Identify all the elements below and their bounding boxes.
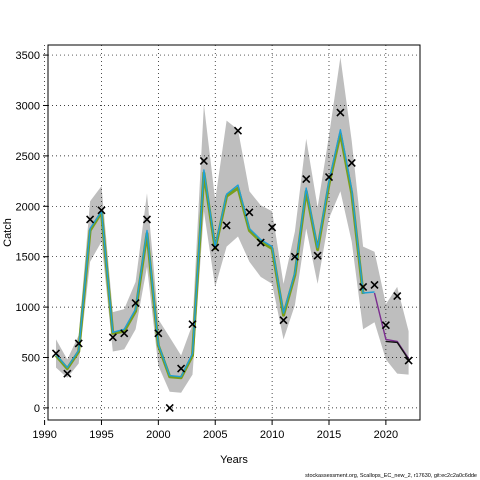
observed-point-stroke — [154, 329, 163, 338]
observed-point — [245, 208, 254, 217]
observed-point-stroke — [324, 172, 334, 182]
observed-point — [393, 291, 402, 301]
observed-point — [74, 339, 83, 348]
observed-point — [177, 364, 186, 373]
observed-point — [313, 251, 322, 260]
y-tick-label: 1000 — [16, 302, 40, 314]
x-tick-label: 2010 — [260, 429, 284, 441]
observed-point-stroke — [188, 320, 197, 329]
observed-point — [336, 108, 345, 117]
y-tick-label: 500 — [22, 353, 40, 365]
y-tick-label: 0 — [34, 403, 40, 415]
observed-point-stroke — [393, 291, 402, 301]
observed-point-stroke — [63, 369, 72, 378]
observed-point-stroke — [370, 280, 379, 289]
observed-point — [131, 298, 140, 308]
observed-point-stroke — [233, 126, 243, 135]
observed-point-stroke — [347, 158, 356, 168]
observed-point — [63, 369, 72, 378]
observed-point — [404, 356, 413, 365]
x-tick-label: 2005 — [203, 429, 227, 441]
observed-point — [290, 252, 299, 261]
x-tick-label: 1990 — [32, 429, 56, 441]
observed-point-stroke — [245, 208, 254, 217]
observed-point-stroke — [404, 356, 413, 365]
observed-point — [359, 282, 368, 292]
observed-point — [142, 215, 152, 224]
observed-point-stroke — [313, 251, 322, 260]
y-tick-label: 1500 — [16, 252, 40, 264]
observed-point-stroke — [131, 298, 140, 308]
x-tick-label: 2015 — [317, 429, 341, 441]
observed-point — [347, 158, 356, 168]
observed-point-stroke — [120, 329, 129, 338]
observed-point-stroke — [359, 282, 368, 292]
observed-point — [233, 126, 243, 135]
observed-point-stroke — [290, 252, 299, 261]
observed-point-stroke — [97, 206, 106, 215]
observed-point-stroke — [222, 221, 231, 230]
observed-point — [97, 206, 106, 215]
observed-point-stroke — [108, 333, 117, 342]
observed-point-stroke — [381, 321, 390, 330]
observed-point — [188, 320, 197, 329]
observed-point-stroke — [199, 156, 208, 165]
x-tick-label: 1995 — [89, 429, 113, 441]
observed-point — [222, 221, 231, 230]
observed-point — [370, 280, 379, 289]
observed-point — [199, 156, 208, 165]
observed-point — [211, 243, 220, 252]
x-tick-label: 2020 — [374, 429, 398, 441]
observed-point-stroke — [268, 223, 277, 232]
observed-point-stroke — [302, 175, 311, 184]
observed-point-stroke — [142, 215, 152, 224]
observed-point — [268, 223, 277, 232]
estimate-line — [385, 340, 410, 360]
observed-point-stroke — [177, 364, 186, 373]
x-axis-title: Years — [220, 454, 248, 466]
confidence-band-layer — [56, 57, 409, 393]
observed-point-stroke — [256, 238, 265, 247]
observed-point — [120, 329, 129, 338]
x-tick-label: 2000 — [146, 429, 170, 441]
plot-frame — [47, 44, 421, 421]
observed-point-stroke — [336, 108, 345, 117]
confidence-band — [56, 57, 409, 393]
y-tick-label: 2000 — [16, 201, 40, 213]
observed-point — [324, 172, 334, 182]
y-tick-label: 3000 — [16, 100, 40, 112]
observed-point — [154, 329, 163, 338]
y-axis-title: Catch — [2, 218, 14, 247]
observed-point — [279, 316, 288, 325]
observed-point — [86, 215, 95, 224]
y-tick-label: 3500 — [16, 50, 40, 62]
observed-point — [302, 175, 311, 184]
footnote: stockassessment.org, Scallops_EC_new_2, … — [305, 473, 477, 479]
observed-point — [108, 333, 117, 342]
y-tick-label: 2500 — [16, 151, 40, 163]
observed-point — [51, 349, 61, 358]
observed-point-stroke — [165, 403, 174, 412]
observed-point — [165, 403, 174, 412]
observed-point-stroke — [74, 339, 83, 348]
observed-point-stroke — [279, 316, 288, 325]
observed-point — [381, 321, 390, 330]
observed-point-stroke — [211, 243, 220, 252]
observed-point-stroke — [86, 215, 95, 224]
observed-point — [256, 238, 265, 247]
observed-points-layer — [51, 108, 413, 412]
axes-layer: 1990 1995 2000 2005 2010 2015 2020 0 500 1000 1500… — [16, 50, 399, 441]
observed-point-stroke — [51, 349, 61, 358]
